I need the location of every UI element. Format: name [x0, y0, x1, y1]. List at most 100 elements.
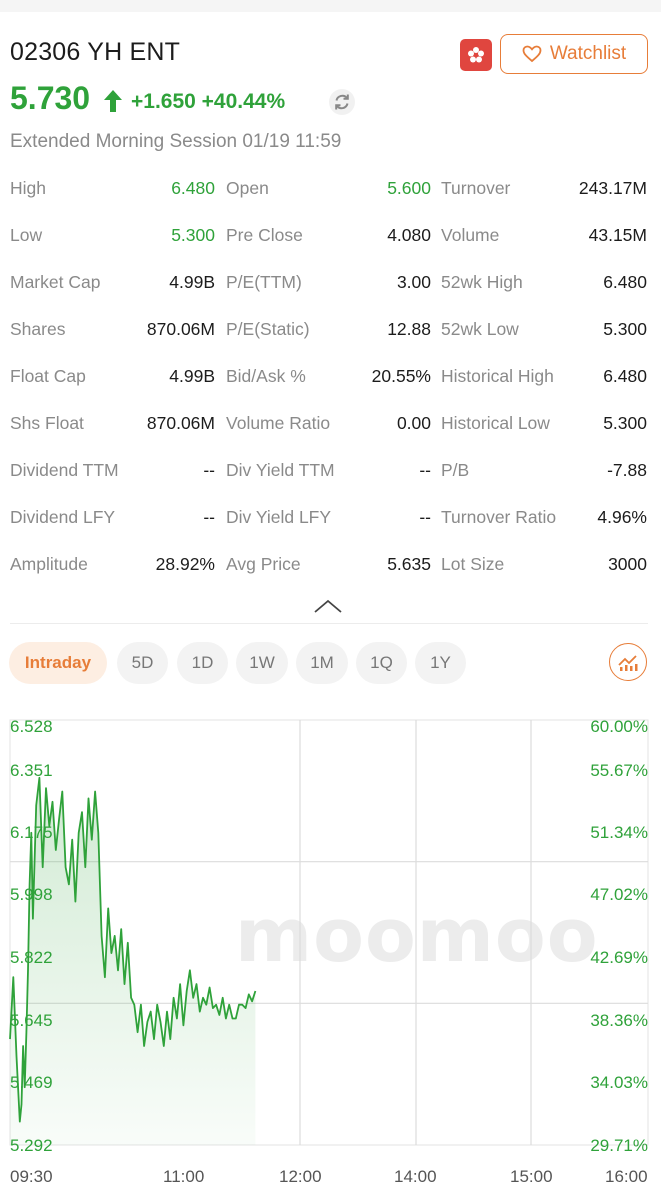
y-left-tick: 5.645	[10, 1011, 53, 1030]
stat-label: Amplitude	[10, 554, 88, 574]
stat-label: P/E(Static)	[226, 319, 310, 339]
change-percent: +40.44%	[201, 90, 286, 113]
stat-label: Avg Price	[226, 554, 301, 574]
stat-value: 28.92%	[155, 554, 215, 574]
x-tick: 15:00	[510, 1167, 553, 1186]
stat-label: Pre Close	[226, 225, 303, 245]
x-tick: 14:00	[394, 1167, 437, 1186]
stat-label: Market Cap	[10, 272, 101, 292]
session-info: Extended Morning Session 01/19 11:59	[10, 131, 342, 152]
stat-value: --	[419, 460, 431, 480]
change-value: +1.650	[131, 90, 196, 113]
stat-label: Historical Low	[441, 413, 550, 433]
stat-value: -7.88	[607, 460, 647, 480]
stat-value: 4.080	[387, 225, 431, 245]
tab-1m[interactable]: 1M	[296, 642, 348, 684]
intraday-chart[interactable]	[0, 710, 661, 1165]
y-left-tick: 5.292	[10, 1136, 53, 1155]
stat-label: Historical High	[441, 366, 554, 386]
status-strip	[0, 0, 661, 12]
x-tick: 09:30	[10, 1167, 53, 1186]
stat-value: --	[203, 507, 215, 527]
y-right-tick: 42.69%	[590, 948, 648, 967]
stat-label: Turnover	[441, 178, 511, 198]
x-tick: 11:00	[163, 1167, 205, 1186]
price-line	[9, 776, 257, 1123]
stat-value: 12.88	[387, 319, 431, 339]
y-left-tick: 5.822	[10, 948, 53, 967]
stat-value: 5.300	[603, 413, 647, 433]
stat-label: Shares	[10, 319, 66, 339]
tab-1w[interactable]: 1W	[236, 642, 288, 684]
watchlist-button[interactable]: Watchlist	[500, 34, 648, 74]
x-tick: 16:00	[605, 1167, 648, 1186]
y-right-tick: 55.67%	[590, 761, 648, 780]
stat-value: 0.00	[396, 413, 431, 433]
stat-value: 4.99B	[169, 366, 215, 386]
stat-label: Div Yield TTM	[226, 460, 335, 480]
y-right-tick: 60.00%	[590, 717, 648, 736]
stat-label: Volume	[441, 225, 500, 245]
stat-value: 3000	[608, 554, 647, 574]
last-price: 5.730	[10, 80, 91, 116]
stat-label: Float Cap	[10, 366, 86, 386]
chart-settings-icon[interactable]	[609, 643, 647, 681]
stat-label: Dividend LFY	[10, 507, 116, 527]
y-left-tick: 6.175	[10, 823, 53, 842]
stat-value: 20.55%	[371, 366, 431, 386]
stat-value: 870.06M	[146, 413, 215, 433]
y-left-tick: 6.528	[10, 717, 53, 736]
refresh-icon[interactable]	[328, 88, 356, 116]
section-divider	[10, 623, 648, 624]
plot-frame	[9, 719, 649, 1146]
hk-flag-icon[interactable]	[460, 39, 492, 71]
stat-label: Dividend TTM	[10, 460, 119, 480]
stat-value: --	[419, 507, 431, 527]
heart-icon	[522, 45, 542, 63]
y-left-tick: 5.998	[10, 885, 53, 904]
y-left-tick: 5.469	[10, 1073, 53, 1092]
stat-label: Volume Ratio	[226, 413, 331, 433]
stat-label: Shs Float	[10, 413, 84, 433]
y-right-tick: 38.36%	[590, 1011, 648, 1030]
stat-value: 5.300	[603, 319, 647, 339]
x-tick: 12:00	[279, 1167, 322, 1186]
chevron-up-icon[interactable]	[313, 598, 343, 614]
stat-label: High	[10, 178, 46, 198]
tab-5d[interactable]: 5D	[117, 642, 168, 684]
tab-1q[interactable]: 1Q	[356, 642, 407, 684]
stat-value: 5.635	[387, 554, 431, 574]
tab-1d[interactable]: 1D	[177, 642, 228, 684]
stat-value: 3.00	[396, 272, 431, 292]
stat-value: 4.96%	[597, 507, 647, 527]
stat-label: 52wk Low	[441, 319, 519, 339]
stat-value: 43.15M	[588, 225, 647, 245]
stat-label: Lot Size	[441, 554, 505, 574]
stat-label: P/B	[441, 460, 470, 480]
price-area	[10, 777, 256, 1145]
tab-1y[interactable]: 1Y	[415, 642, 466, 684]
y-right-tick: 29.71%	[590, 1136, 648, 1155]
stat-value: 5.600	[387, 178, 431, 198]
stat-value: 6.480	[171, 178, 215, 198]
stat-label: Open	[226, 178, 269, 198]
stat-value: 870.06M	[146, 319, 215, 339]
stat-label: Turnover Ratio	[441, 507, 557, 527]
stat-label: Div Yield LFY	[226, 507, 332, 527]
stat-value: 6.480	[603, 366, 647, 386]
y-right-tick: 47.02%	[590, 885, 648, 904]
stat-value: 5.300	[171, 225, 215, 245]
y-right-tick: 34.03%	[590, 1073, 648, 1092]
stat-value: 243.17M	[578, 178, 647, 198]
stat-label: Bid/Ask %	[226, 366, 306, 386]
watchlist-label: Watchlist	[549, 43, 627, 64]
arrow-up-icon	[104, 90, 122, 112]
price-change: +1.650 +40.44%	[131, 90, 285, 114]
y-left-tick: 6.351	[10, 761, 53, 780]
stat-value: 6.480	[603, 272, 647, 292]
stat-label: Low	[10, 225, 43, 245]
stat-label: 52wk High	[441, 272, 523, 292]
stock-title: 02306 YH ENT	[10, 38, 181, 66]
tab-intraday[interactable]: Intraday	[9, 642, 107, 684]
stat-value: 4.99B	[169, 272, 215, 292]
